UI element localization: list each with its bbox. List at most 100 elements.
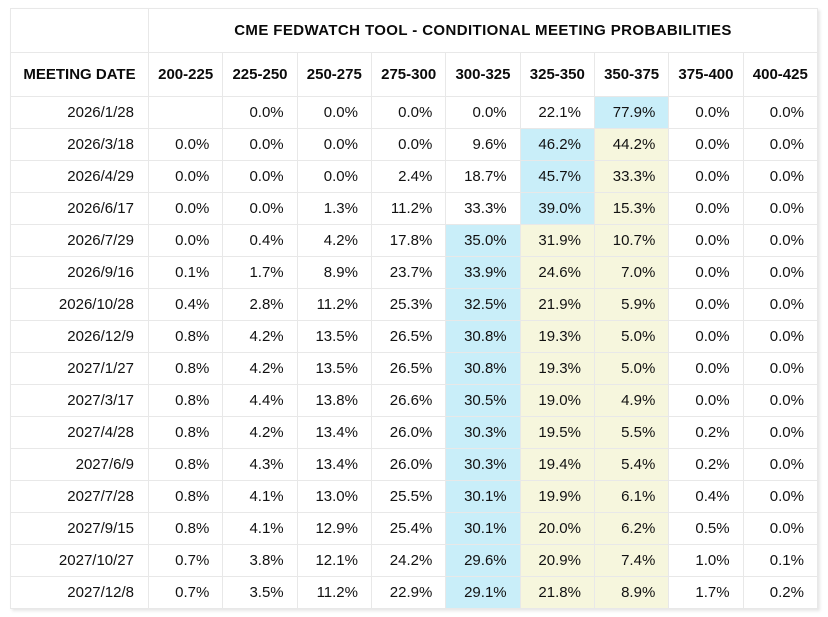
probability-cell: 8.9% [593, 576, 670, 609]
probability-cell: 29.6% [445, 544, 521, 577]
probability-cell: 17.8% [370, 224, 447, 257]
probability-cell: 5.5% [593, 416, 670, 449]
probability-cell: 0.5% [668, 512, 744, 545]
rate-range-header: 400-425 [742, 52, 819, 97]
probability-cell: 11.2% [296, 576, 372, 609]
table-body: 2026/1/28 0.0% 0.0% 0.0% 0.0% 22.1% 77.9% 0.0% 0… [10, 96, 819, 609]
probability-cell: 30.1% [445, 480, 521, 513]
meeting-date-cell: 2026/9/16 [10, 256, 149, 289]
probability-cell: 0.1% [742, 544, 819, 577]
probability-cell: 33.9% [445, 256, 521, 289]
probability-cell: 1.7% [668, 576, 744, 609]
probability-cell: 0.0% [742, 160, 819, 193]
table-row: 2027/10/27 0.7% 3.8% 12.1% 24.2% 29.6% 20.9% 7.… [10, 544, 819, 577]
probability-cell: 0.0% [668, 320, 744, 353]
probability-cell: 7.0% [593, 256, 670, 289]
table-row: 2027/9/15 0.8% 4.1% 12.9% 25.4% 30.1% 20.0% 6.2… [10, 512, 819, 545]
rate-range-header: 375-400 [668, 52, 744, 97]
probability-cell: 0.0% [668, 352, 744, 385]
probability-cell: 0.0% [742, 416, 819, 449]
probability-cell: 13.4% [296, 416, 372, 449]
table-row: 2026/4/29 0.0% 0.0% 0.0% 2.4% 18.7% 45.7% 33.3%… [10, 160, 819, 193]
meeting-date-cell: 2027/1/27 [10, 352, 149, 385]
rate-range-header: 325-350 [519, 52, 595, 97]
table-row: 2027/1/27 0.8% 4.2% 13.5% 26.5% 30.8% 19.3% 5.0… [10, 352, 819, 385]
probability-cell: 4.2% [222, 352, 298, 385]
probability-cell: 30.3% [445, 448, 521, 481]
probability-cell: 5.9% [593, 288, 670, 321]
meeting-date-cell: 2026/4/29 [10, 160, 149, 193]
probability-cell: 12.1% [296, 544, 372, 577]
probability-cell: 0.0% [742, 128, 819, 161]
meeting-date-cell: 2027/3/17 [10, 384, 149, 417]
probability-cell: 20.9% [519, 544, 595, 577]
probability-cell: 0.0% [742, 192, 819, 225]
probability-cell: 0.8% [147, 320, 224, 353]
probability-cell: 0.8% [147, 384, 224, 417]
meeting-date-cell: 2026/1/28 [10, 96, 149, 129]
probability-cell: 0.0% [742, 352, 819, 385]
probability-cell: 11.2% [370, 192, 447, 225]
probability-cell: 0.2% [668, 448, 744, 481]
probability-cell: 2.8% [222, 288, 298, 321]
probability-cell: 0.8% [147, 352, 224, 385]
table-row: 2027/7/28 0.8% 4.1% 13.0% 25.5% 30.1% 19.9% 6.1… [10, 480, 819, 513]
probability-cell: 0.0% [147, 128, 224, 161]
probability-cell: 4.3% [222, 448, 298, 481]
probability-cell: 0.2% [742, 576, 819, 609]
probability-cell: 15.3% [593, 192, 670, 225]
probability-cell: 0.0% [296, 160, 372, 193]
probability-cell: 13.5% [296, 352, 372, 385]
meeting-date-cell: 2027/12/8 [10, 576, 149, 609]
probability-cell: 0.8% [147, 448, 224, 481]
probability-cell: 0.0% [668, 288, 744, 321]
table-title: CME FEDWATCH TOOL - CONDITIONAL MEETING … [148, 8, 818, 53]
table-row: 2026/10/28 0.4% 2.8% 11.2% 25.3% 32.5% 21.9% 5.… [10, 288, 819, 321]
probability-cell: 39.0% [519, 192, 595, 225]
rate-range-header: 300-325 [445, 52, 521, 97]
probability-cell: 5.0% [593, 320, 670, 353]
probability-cell: 21.9% [519, 288, 595, 321]
table-row: 2026/3/18 0.0% 0.0% 0.0% 0.0% 9.6% 46.2% 44.2% 0… [10, 128, 819, 161]
meeting-date-cell: 2026/7/29 [10, 224, 149, 257]
probability-cell: 26.0% [370, 448, 447, 481]
probability-cell: 26.0% [370, 416, 447, 449]
probability-cell: 46.2% [519, 128, 595, 161]
probability-cell: 44.2% [593, 128, 670, 161]
probability-cell: 1.7% [222, 256, 298, 289]
probability-cell: 25.3% [370, 288, 447, 321]
probability-cell: 29.1% [445, 576, 521, 609]
probability-cell: 23.7% [370, 256, 447, 289]
meeting-date-cell: 2026/6/17 [10, 192, 149, 225]
probability-cell: 13.0% [296, 480, 372, 513]
meeting-date-header: MEETING DATE [10, 52, 149, 97]
probability-cell: 19.9% [519, 480, 595, 513]
probability-cell: 0.0% [668, 384, 744, 417]
probability-cell: 0.0% [668, 96, 744, 129]
probability-cell: 0.0% [668, 224, 744, 257]
probability-cell: 12.9% [296, 512, 372, 545]
table-row: 2026/12/9 0.8% 4.2% 13.5% 26.5% 30.8% 19.3% 5.0… [10, 320, 819, 353]
meeting-date-cell: 2026/12/9 [10, 320, 149, 353]
table-row: 2026/6/17 0.0% 0.0% 1.3% 11.2% 33.3% 39.0% 15.3… [10, 192, 819, 225]
probability-cell: 33.3% [593, 160, 670, 193]
probability-cell: 19.4% [519, 448, 595, 481]
probability-cell: 30.5% [445, 384, 521, 417]
probability-cell: 0.0% [742, 384, 819, 417]
probability-cell: 6.2% [593, 512, 670, 545]
probability-cell: 32.5% [445, 288, 521, 321]
probability-cell: 11.2% [296, 288, 372, 321]
probability-cell: 4.1% [222, 512, 298, 545]
corner-cell [10, 8, 149, 53]
probability-cell: 0.0% [742, 224, 819, 257]
probability-cell: 4.2% [296, 224, 372, 257]
rate-range-header: 275-300 [370, 52, 447, 97]
probability-cell: 4.1% [222, 480, 298, 513]
probability-cell: 4.4% [222, 384, 298, 417]
probability-cell: 25.5% [370, 480, 447, 513]
probability-cell: 4.2% [222, 320, 298, 353]
probability-cell: 0.0% [222, 192, 298, 225]
probability-cell: 0.0% [147, 160, 224, 193]
probability-cell: 26.6% [370, 384, 447, 417]
probability-cell: 0.0% [742, 320, 819, 353]
